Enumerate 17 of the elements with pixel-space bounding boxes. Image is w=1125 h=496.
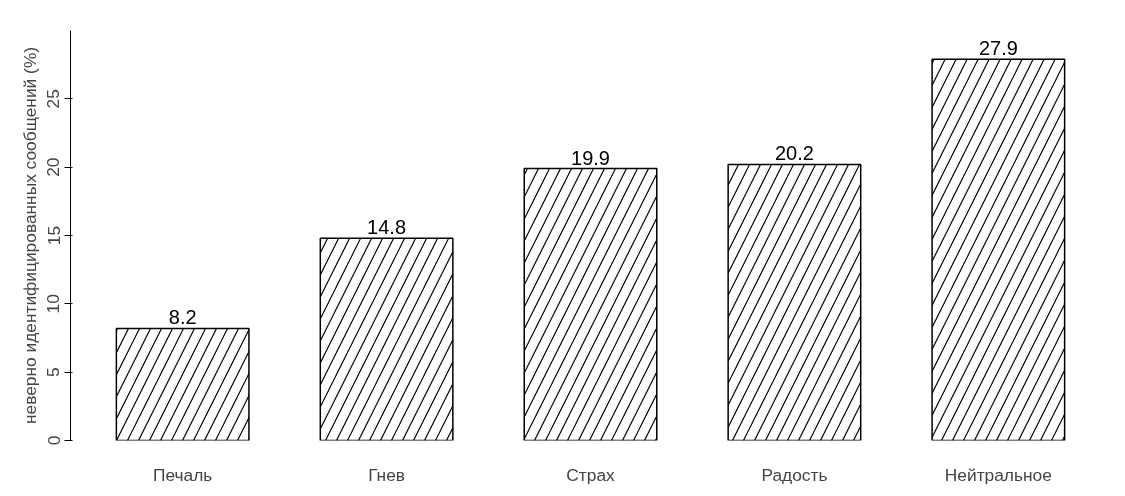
data-label: 20.2 [774, 142, 814, 165]
y-axis-title: неверно идентифицированных сообщений (%) [19, 46, 40, 425]
y-tick-label: 15 [43, 225, 64, 246]
data-label: 27.9 [978, 37, 1018, 60]
x-tick-label: Страх [566, 464, 616, 485]
x-tick-label: Гнев [368, 464, 405, 485]
y-tick-label: 5 [43, 367, 64, 377]
data-label: 14.8 [367, 216, 407, 239]
x-tick-label: Радость [761, 464, 828, 485]
data-label: 19.9 [571, 146, 610, 169]
y-tick-label: 25 [43, 89, 64, 109]
x-tick-label: Нейтральное [944, 464, 1052, 485]
y-tick-label: 20 [43, 157, 64, 177]
y-tick-label: 0 [43, 435, 64, 446]
y-tick-label: 10 [43, 294, 64, 314]
data-label: 8.2 [168, 306, 197, 329]
x-tick-label: Печаль [153, 464, 213, 485]
